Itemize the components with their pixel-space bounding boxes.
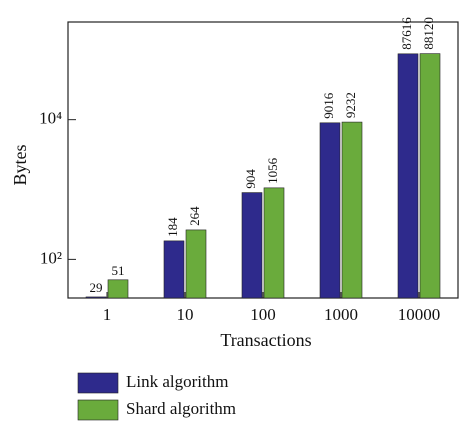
- legend-label: Shard algorithm: [126, 399, 236, 418]
- value-label: 264: [187, 206, 202, 226]
- x-tick-label: 10000: [398, 305, 441, 324]
- bar: [319, 122, 341, 299]
- bar: [397, 53, 419, 299]
- value-label: 29: [90, 280, 103, 295]
- value-label: 87616: [399, 17, 414, 50]
- y-axis-label: Bytes: [10, 144, 30, 185]
- value-label: 88120: [421, 17, 436, 50]
- x-tick-label: 1000: [324, 305, 358, 324]
- legend-swatch: [77, 372, 119, 394]
- x-tick-label: 100: [250, 305, 276, 324]
- bar: [163, 240, 185, 299]
- bar: [241, 192, 263, 299]
- value-label: 9016: [321, 92, 336, 119]
- x-tick-label: 1: [103, 305, 112, 324]
- legend-label: Link algorithm: [126, 372, 228, 391]
- y-tick-label: 10⁴: [39, 109, 62, 128]
- bar: [85, 296, 107, 299]
- x-axis-label: Transactions: [220, 330, 311, 350]
- value-label: 904: [243, 169, 258, 189]
- legend-swatch: [77, 399, 119, 421]
- bar: [419, 53, 441, 299]
- value-label: 51: [112, 263, 125, 278]
- bar: [185, 229, 207, 299]
- y-tick-label: 10²: [40, 248, 62, 267]
- bar: [263, 187, 285, 299]
- value-label: 1056: [265, 157, 280, 184]
- value-label: 9232: [343, 92, 358, 118]
- x-tick-label: 10: [177, 305, 194, 324]
- bar: [107, 279, 129, 299]
- bar: [341, 121, 363, 299]
- value-label: 184: [165, 217, 180, 237]
